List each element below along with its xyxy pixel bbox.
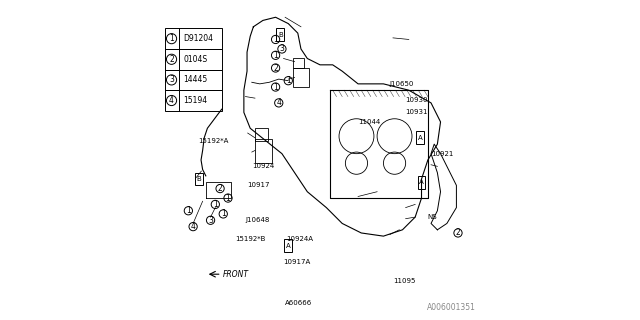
Bar <box>293 68 309 87</box>
Text: A60666: A60666 <box>285 300 312 306</box>
Text: 1: 1 <box>273 35 278 44</box>
Bar <box>164 69 221 90</box>
Text: 10924: 10924 <box>252 163 274 169</box>
Text: 15192*A: 15192*A <box>198 138 228 144</box>
Text: 10921: 10921 <box>431 151 453 157</box>
Bar <box>255 140 273 163</box>
Text: 10917: 10917 <box>248 182 270 188</box>
Text: 15194: 15194 <box>184 96 208 105</box>
Text: 3: 3 <box>280 44 284 53</box>
Text: B: B <box>196 176 201 182</box>
Text: J10650: J10650 <box>390 81 414 87</box>
Bar <box>293 59 304 68</box>
Text: 4: 4 <box>191 222 196 231</box>
Text: J10648: J10648 <box>246 217 270 223</box>
Text: A: A <box>419 179 424 185</box>
Text: FRONT: FRONT <box>223 270 249 279</box>
Text: 1: 1 <box>273 83 278 92</box>
Text: 4: 4 <box>169 96 174 105</box>
Text: 10924A: 10924A <box>287 236 314 242</box>
Text: 10930: 10930 <box>406 97 428 103</box>
Text: 2: 2 <box>456 228 460 237</box>
Text: 15192*B: 15192*B <box>235 236 266 242</box>
Text: A: A <box>286 243 291 249</box>
Text: 10917A: 10917A <box>284 259 311 265</box>
Text: 1: 1 <box>213 200 218 209</box>
Text: 1: 1 <box>186 206 191 215</box>
Text: NS: NS <box>428 214 438 220</box>
Text: 1: 1 <box>221 209 226 219</box>
Text: A: A <box>417 135 422 141</box>
Bar <box>164 49 221 69</box>
Text: 0104S: 0104S <box>184 55 208 64</box>
Text: D91204: D91204 <box>184 34 214 43</box>
Text: 2: 2 <box>273 63 278 73</box>
Text: 3: 3 <box>208 216 213 225</box>
Text: 2: 2 <box>169 55 174 64</box>
Bar <box>164 28 221 49</box>
Text: 1: 1 <box>169 34 174 43</box>
Text: 2: 2 <box>218 184 223 193</box>
Text: A006001351: A006001351 <box>427 303 476 312</box>
Text: 1: 1 <box>286 76 291 85</box>
Text: B: B <box>278 32 283 38</box>
Text: 4: 4 <box>276 99 281 108</box>
Text: 11044: 11044 <box>358 119 380 125</box>
Text: 1: 1 <box>273 51 278 60</box>
Bar <box>164 90 221 111</box>
Text: 1: 1 <box>226 194 230 203</box>
Text: 3: 3 <box>169 76 174 84</box>
Bar <box>255 128 268 141</box>
Text: 14445: 14445 <box>184 76 208 84</box>
Text: 11095: 11095 <box>393 277 415 284</box>
Text: 10931: 10931 <box>406 109 428 116</box>
